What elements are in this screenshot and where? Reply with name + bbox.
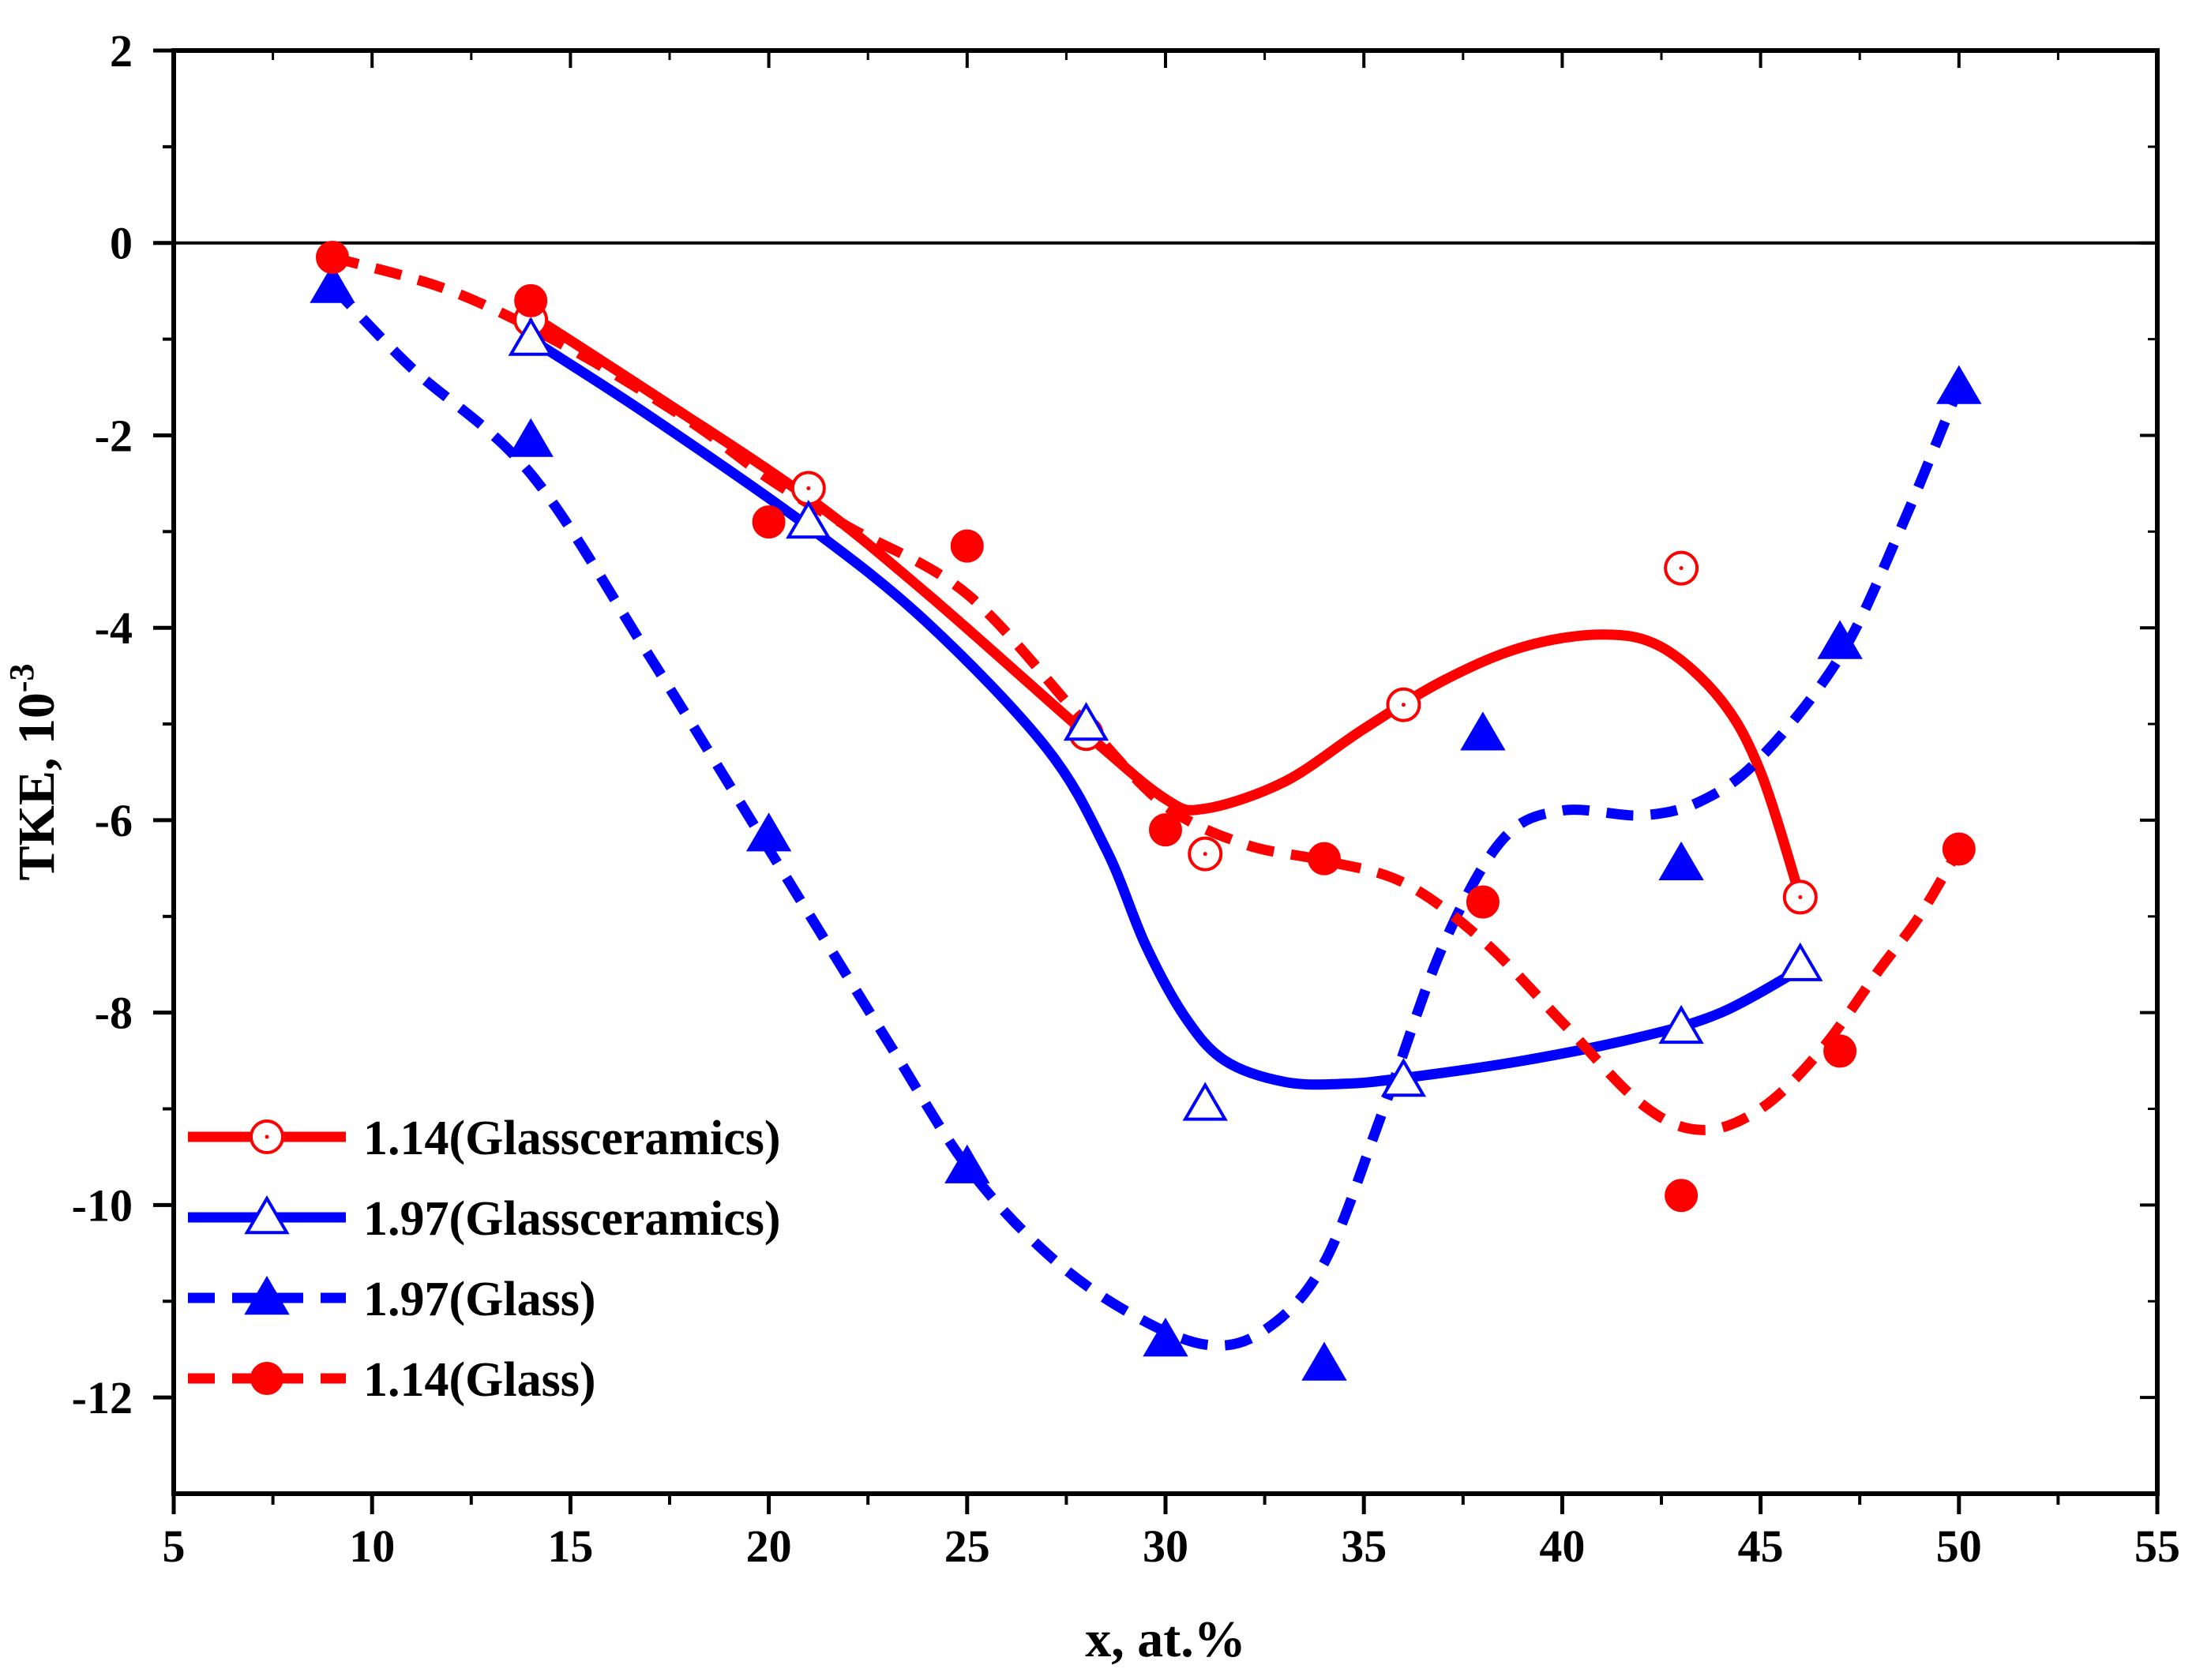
y-axis-title-exponent: -3 [2,663,41,692]
series-layer [310,241,1982,1381]
legend-entry: 1.14(Glassceramics) [188,1112,781,1165]
data-point [752,505,786,539]
legend-marker [244,1195,290,1235]
data-point [745,812,792,852]
legend-marker [244,1276,290,1315]
marker-center-dot [1203,852,1207,857]
data-point [310,264,355,303]
data-point [1665,1179,1699,1213]
x-tick-label: 55 [2134,1521,2180,1572]
data-point [1777,942,1823,981]
series-markers-3 [310,264,1982,1381]
x-tick-label: 10 [349,1521,395,1572]
y-tick-label: -12 [72,1372,133,1423]
data-point [1817,620,1863,659]
legend-label: 1.14(Glassceramics) [363,1112,781,1165]
marker-center-dot [806,486,811,490]
y-axis-title: TKE, 10-3 [2,663,66,880]
y-tick-label: 2 [110,25,133,77]
x-tick-label: 30 [1143,1521,1188,1572]
marker-center-dot [1401,703,1406,707]
legend-label: 1.97(Glassceramics) [363,1192,781,1246]
data-point [950,529,984,563]
data-point [944,1144,990,1183]
y-tick-label: -8 [95,988,133,1039]
y-tick-label: -10 [72,1179,133,1231]
data-point [508,418,554,457]
series-line-3 [328,283,1964,1351]
data-point [1658,1004,1704,1044]
x-tick-label: 50 [1936,1521,1982,1572]
x-tick-label: 40 [1539,1521,1585,1572]
legend-entry: 1.97(Glassceramics) [188,1192,781,1246]
marker-center-dot [1798,894,1803,899]
y-axis-title-main: TKE, 10 [8,692,66,880]
data-point [508,317,554,356]
x-tick-label: 45 [1738,1521,1784,1572]
data-point [1942,832,1976,866]
data-point [1380,1058,1427,1097]
legend-entry: 1.14(Glass) [188,1353,596,1407]
data-point [1460,711,1506,751]
marker-center-dot [1679,566,1684,571]
data-point [1182,1082,1228,1121]
legend: 1.14(Glassceramics) 1.97(Glassceramics) 1.… [188,1112,781,1407]
y-tick-label: -4 [95,602,133,654]
marker-center-dot [265,1134,269,1139]
data-point [1466,885,1500,919]
data-point [1301,1341,1347,1381]
series-line-2 [525,334,1806,1090]
data-point [1063,702,1109,741]
x-axis-title: x, at.% [1085,1611,1245,1668]
x-tick-label: 20 [746,1521,792,1572]
x-tick-label: 35 [1341,1521,1387,1572]
data-point [786,500,831,539]
legend-marker [250,1362,283,1395]
data-point [1936,365,1982,404]
legend-label: 1.97(Glass) [363,1273,596,1326]
data-point [315,241,349,275]
data-point [1143,1318,1188,1357]
data-point [1307,842,1341,876]
series-markers-4 [315,241,1976,1213]
series-line-4 [331,252,1964,1135]
y-tick-label: -2 [95,410,133,461]
x-tick-label: 5 [163,1521,186,1572]
x-tick-label: 15 [547,1521,593,1572]
data-point [514,283,548,317]
legend-entry: 1.97(Glass) [188,1273,596,1326]
y-tick-label: -6 [95,795,133,846]
series-markers-2 [508,317,1823,1121]
data-point [1149,813,1182,847]
x-tick-label: 25 [944,1521,990,1572]
y-tick-label: 0 [110,218,133,269]
legend-label: 1.14(Glass) [363,1353,596,1407]
data-point [1823,1034,1857,1068]
data-point [1658,841,1704,880]
